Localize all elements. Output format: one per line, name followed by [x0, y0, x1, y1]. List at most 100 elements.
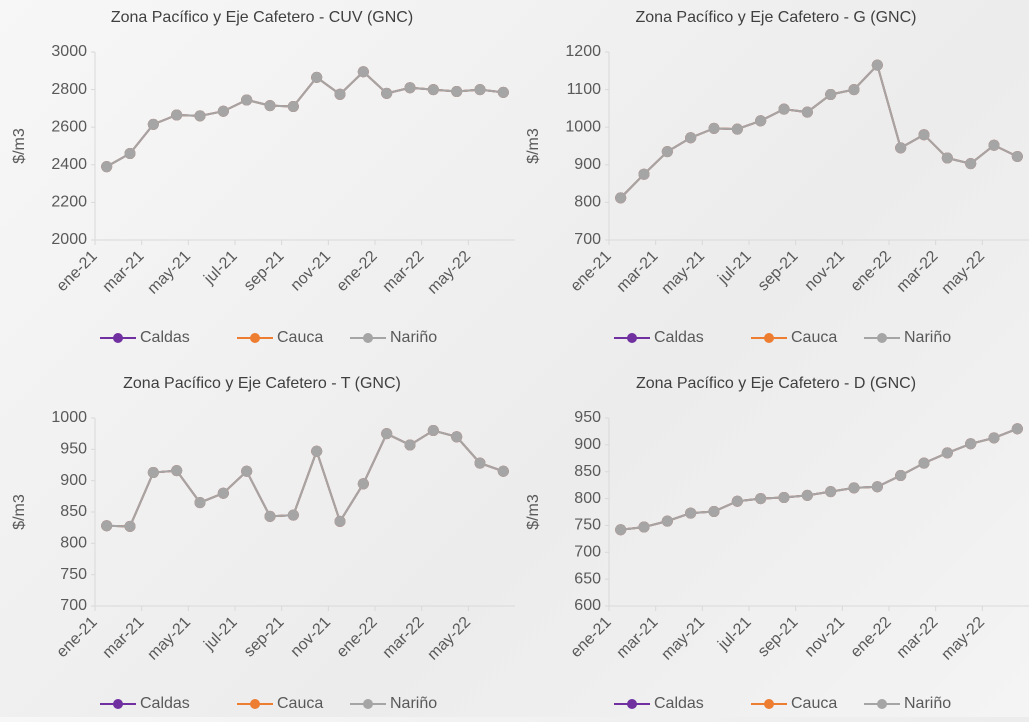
- data-point: [194, 497, 206, 509]
- legend-label: Caldas: [654, 695, 704, 712]
- data-point: [287, 101, 299, 113]
- x-tick-label: ene-22: [848, 614, 895, 661]
- x-tick-label: ene-21: [54, 248, 101, 295]
- y-tick-label: 750: [60, 566, 87, 583]
- legend-marker: [627, 699, 637, 709]
- data-point: [615, 192, 627, 204]
- x-tick-label: mar-21: [614, 248, 662, 296]
- series-line: [619, 63, 1018, 199]
- y-tick-label: 950: [60, 441, 87, 458]
- data-point: [708, 122, 720, 134]
- chart-title: Zona Pacífico y Eje Cafetero - CUV (GNC): [111, 9, 413, 26]
- legend-label: Nariño: [904, 695, 951, 712]
- x-tick-label: mar-22: [380, 248, 428, 296]
- legend-marker: [764, 699, 774, 709]
- y-tick-label: 1000: [565, 118, 601, 135]
- data-point: [334, 88, 346, 100]
- y-tick-label: 2400: [51, 156, 87, 173]
- data-point: [474, 457, 486, 469]
- data-point: [778, 103, 790, 115]
- data-point: [825, 486, 837, 498]
- x-tick-label: nov-21: [288, 614, 335, 661]
- data-point: [311, 445, 323, 457]
- data-point: [661, 515, 673, 527]
- data-point: [801, 489, 813, 501]
- x-tick-label: ene-21: [568, 248, 615, 295]
- data-point: [217, 487, 229, 499]
- legend-marker: [877, 333, 887, 343]
- y-tick-label: 1100: [567, 81, 602, 98]
- x-tick-label: mar-21: [100, 614, 148, 662]
- x-tick-label: may-21: [144, 614, 194, 664]
- x-tick-label: mar-21: [100, 248, 148, 296]
- data-point: [871, 481, 883, 493]
- x-tick-label: nov-21: [802, 248, 849, 295]
- x-tick-label: nov-21: [802, 614, 849, 661]
- y-tick-label: 3000: [51, 43, 87, 60]
- x-tick-label: may-21: [658, 248, 708, 298]
- legend-marker: [764, 333, 774, 343]
- data-point: [871, 59, 883, 71]
- data-point: [194, 110, 206, 122]
- y-tick-label: 700: [574, 544, 601, 561]
- data-point: [778, 491, 790, 503]
- x-tick-label: mar-22: [894, 248, 942, 296]
- legend-label: Nariño: [390, 329, 437, 346]
- y-axis-label: $/m3: [11, 494, 28, 530]
- y-tick-label: 2200: [51, 194, 87, 211]
- legend-label: Cauca: [277, 695, 323, 712]
- data-point: [404, 439, 416, 451]
- data-point: [311, 71, 323, 83]
- series-line: [620, 427, 1018, 531]
- y-tick-label: 900: [574, 156, 601, 173]
- y-tick-label: 2600: [51, 118, 87, 135]
- x-tick-label: ene-21: [54, 614, 101, 661]
- data-point: [1011, 423, 1023, 435]
- legend-label: Nariño: [390, 695, 437, 712]
- legend-marker: [877, 699, 887, 709]
- series-line: [106, 429, 504, 528]
- x-tick-label: sep-21: [241, 614, 288, 661]
- x-tick-label: jul-21: [200, 614, 240, 654]
- data-point: [264, 510, 276, 522]
- chart-panel: Zona Pacífico y Eje Cafetero - T (GNC) $/…: [11, 375, 515, 712]
- data-point: [965, 158, 977, 170]
- legend-label: Cauca: [791, 695, 837, 712]
- data-point: [357, 66, 369, 78]
- data-point: [451, 431, 463, 443]
- data-point: [427, 425, 439, 437]
- x-tick-label: mar-21: [614, 614, 662, 662]
- legend-label: Cauca: [277, 329, 323, 346]
- x-tick-label: ene-22: [334, 248, 381, 295]
- x-tick-label: may-22: [938, 248, 988, 298]
- series-line: [620, 427, 1018, 531]
- data-point: [474, 84, 486, 96]
- data-point: [918, 129, 930, 141]
- x-tick-label: nov-21: [288, 248, 335, 295]
- series-line: [106, 70, 504, 168]
- legend-label: Nariño: [904, 329, 951, 346]
- data-point: [427, 84, 439, 96]
- x-tick-label: may-22: [938, 614, 988, 664]
- data-point: [941, 152, 953, 164]
- data-point: [101, 520, 113, 532]
- x-tick-label: sep-21: [241, 248, 288, 295]
- y-tick-label: 850: [574, 463, 601, 480]
- y-tick-label: 800: [574, 490, 601, 507]
- data-point: [731, 123, 743, 135]
- data-point: [124, 520, 136, 532]
- data-point: [848, 482, 860, 494]
- data-point: [334, 515, 346, 527]
- legend-label: Caldas: [140, 329, 190, 346]
- x-tick-label: mar-22: [380, 614, 428, 662]
- legend-marker: [363, 699, 373, 709]
- data-point: [661, 146, 673, 158]
- legend-marker: [250, 699, 260, 709]
- chart-panel: Zona Pacífico y Eje Cafetero - CUV (GNC)…: [11, 9, 515, 346]
- legend-marker: [250, 333, 260, 343]
- data-point: [685, 507, 697, 519]
- series-line: [619, 63, 1018, 199]
- data-point: [988, 139, 1000, 151]
- data-point: [217, 105, 229, 117]
